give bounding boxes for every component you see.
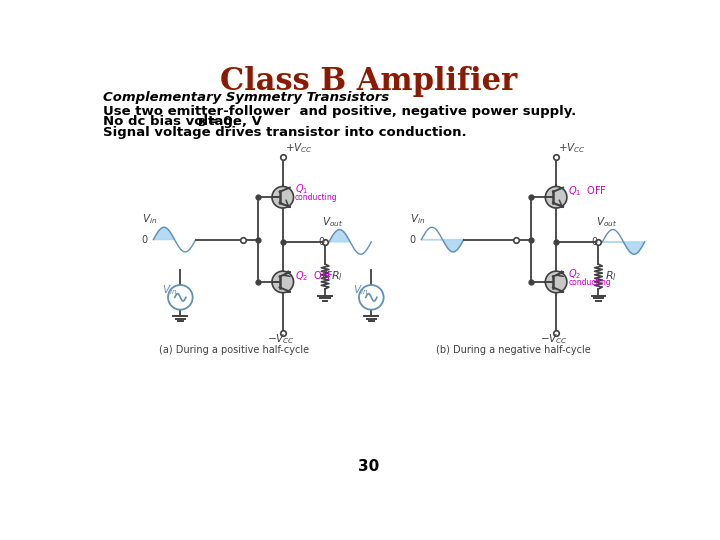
Text: conducting: conducting: [295, 193, 338, 202]
Text: $Q_2$  OFF: $Q_2$ OFF: [295, 269, 334, 282]
Text: Use two emitter-follower  and positive, negative power supply.: Use two emitter-follower and positive, n…: [102, 105, 576, 118]
Text: 0: 0: [141, 234, 148, 245]
Circle shape: [359, 285, 384, 309]
Text: $Q_1$  OFF: $Q_1$ OFF: [568, 184, 607, 198]
Text: 0: 0: [409, 234, 415, 245]
Text: $V_{in}$: $V_{in}$: [353, 284, 368, 298]
Text: B: B: [198, 118, 206, 129]
Polygon shape: [153, 227, 174, 240]
Text: No dc bias voltage, V: No dc bias voltage, V: [102, 115, 261, 129]
Text: $Q_1$: $Q_1$: [295, 183, 308, 197]
Circle shape: [545, 271, 567, 293]
Text: Signal voltage drives transistor into conduction.: Signal voltage drives transistor into co…: [102, 126, 467, 139]
Circle shape: [272, 186, 294, 208]
Text: = 0.: = 0.: [203, 115, 238, 129]
Text: conducting: conducting: [568, 278, 611, 287]
Text: Class B Amplifier: Class B Amplifier: [220, 66, 518, 97]
Polygon shape: [329, 230, 350, 242]
Text: $V_{in}$: $V_{in}$: [410, 213, 425, 226]
Text: 0: 0: [318, 237, 324, 247]
Polygon shape: [421, 240, 464, 252]
Text: 30: 30: [359, 459, 379, 474]
Text: $V_{in}$: $V_{in}$: [142, 213, 157, 226]
Text: $V_{out}$: $V_{out}$: [323, 215, 343, 229]
Circle shape: [272, 271, 294, 293]
Text: $Q_2$: $Q_2$: [568, 267, 582, 281]
Text: $R_l$: $R_l$: [605, 269, 616, 284]
Text: $-V_{CC}$: $-V_{CC}$: [266, 332, 294, 346]
Text: $R_l$: $R_l$: [331, 269, 343, 284]
Text: $+V_{CC}$: $+V_{CC}$: [559, 141, 586, 155]
Circle shape: [545, 186, 567, 208]
Text: $V_{out}$: $V_{out}$: [595, 215, 617, 229]
Text: Complementary Symmetry Transistors: Complementary Symmetry Transistors: [102, 91, 389, 104]
Text: $-V_{CC}$: $-V_{CC}$: [540, 332, 568, 346]
Text: (a) During a positive half-cycle: (a) During a positive half-cycle: [159, 345, 310, 355]
Text: (b) During a negative half-cycle: (b) During a negative half-cycle: [436, 345, 591, 355]
Circle shape: [168, 285, 193, 309]
Polygon shape: [603, 242, 644, 254]
Text: $V_{in}$: $V_{in}$: [162, 284, 177, 298]
Text: $+V_{CC}$: $+V_{CC}$: [285, 141, 313, 155]
Text: 0: 0: [592, 237, 598, 247]
